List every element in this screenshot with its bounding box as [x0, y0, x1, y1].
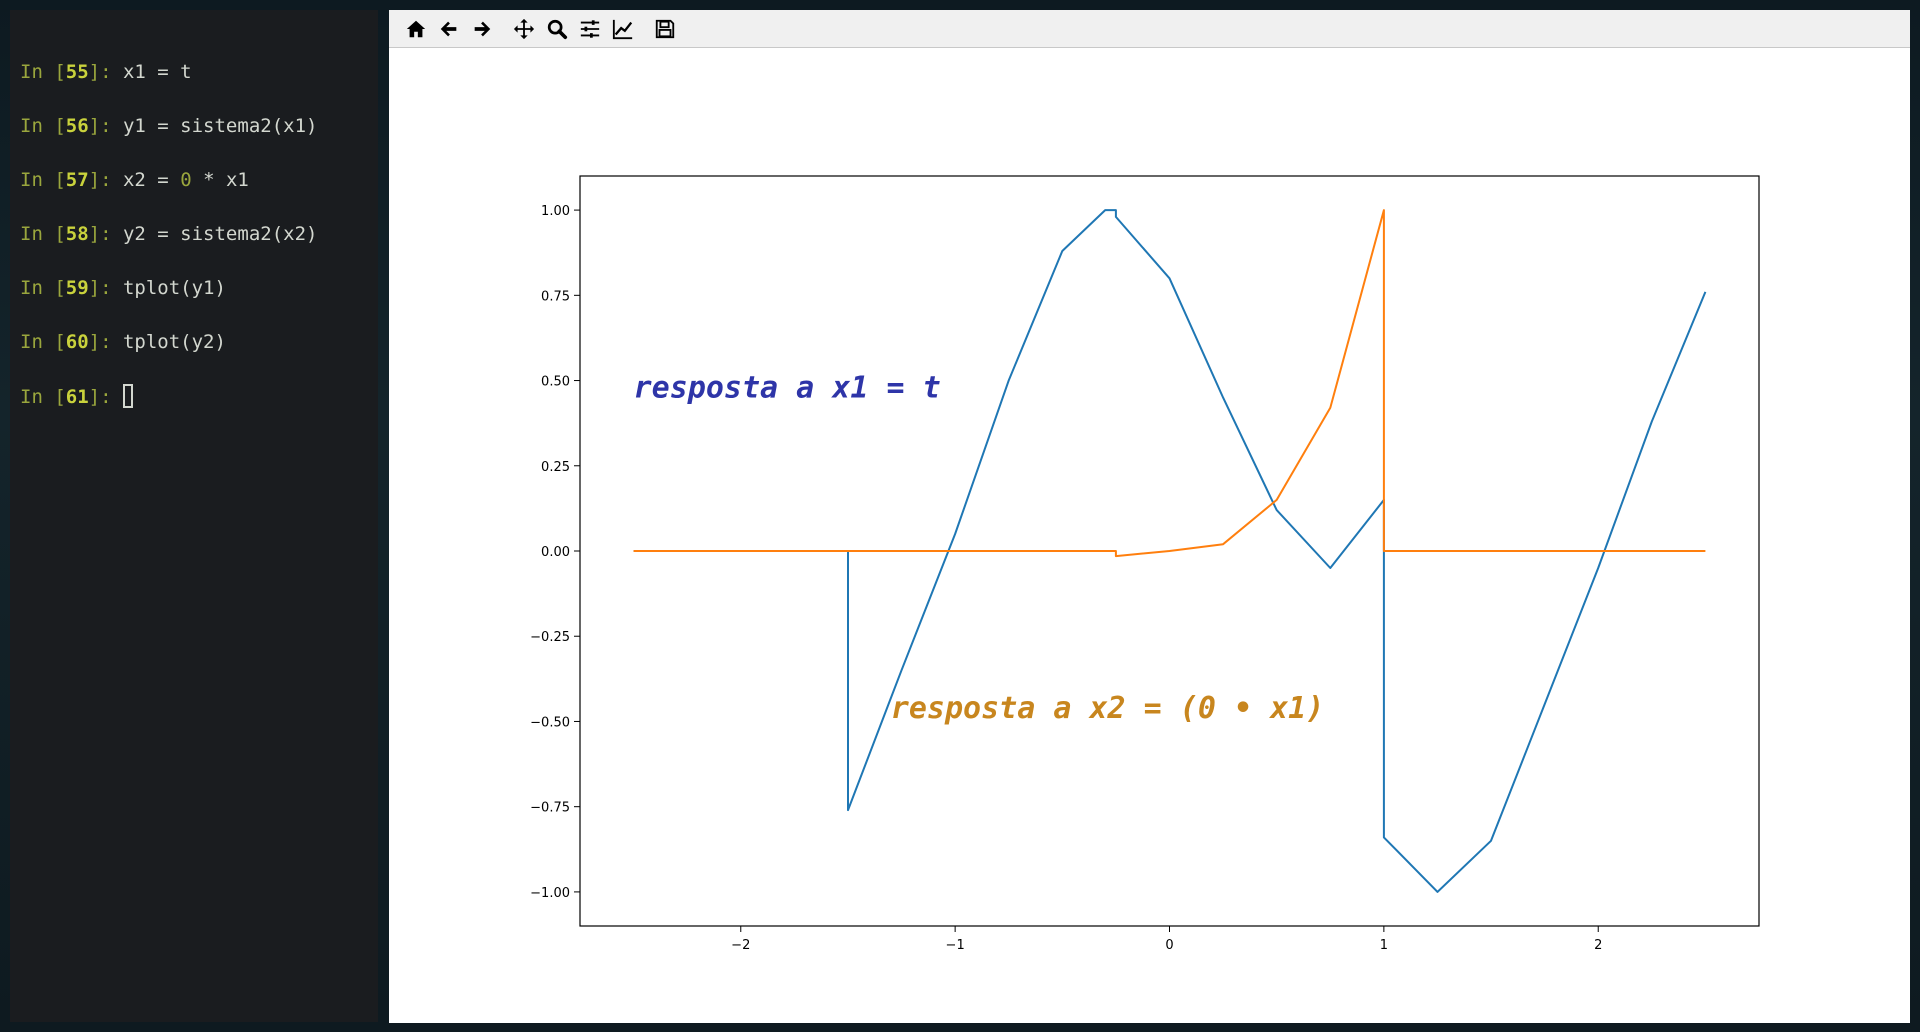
x-tick-label: 1 — [1380, 938, 1388, 953]
terminal-line: In [61]: — [10, 384, 378, 438]
code-number-literal: 0 — [180, 169, 192, 191]
plot-canvas[interactable]: −2 −1 0 1 2 1.00 0.75 0.50 0.25 0.00 −0.25 −0.50 −0.… — [389, 48, 1910, 1023]
forward-arrow-icon — [474, 21, 491, 37]
prompt-close: ]: — [88, 331, 123, 353]
code-text: * x1 — [191, 169, 249, 191]
y-tick-label: 0.75 — [541, 289, 570, 304]
prompt-number: 59 — [65, 277, 89, 299]
prompt-label: In [ — [20, 331, 66, 353]
annotation-1: resposta a x1 = t — [634, 371, 941, 406]
pan-icon — [513, 18, 535, 40]
matplotlib-figure-window: −2 −1 0 1 2 1.00 0.75 0.50 0.25 0.00 −0.25 −0.50 −0.… — [389, 10, 1910, 1023]
annotation-2: resposta a x2 = (0 • x1) — [891, 691, 1324, 726]
code-text: y1 = sistema2(x1) — [122, 115, 318, 137]
y-tick-label: −0.75 — [530, 801, 570, 816]
code-text: y2 = sistema2(x2) — [122, 223, 318, 245]
prompt-number: 55 — [65, 61, 89, 83]
prompt-number: 61 — [65, 386, 89, 408]
edit-axes-icon — [612, 19, 633, 40]
edit-axes-button[interactable] — [610, 16, 636, 42]
prompt-close: ]: — [88, 169, 123, 191]
prompt-close: ]: — [88, 223, 123, 245]
x-tick-label: −1 — [946, 938, 965, 953]
code-text: x2 = — [122, 169, 181, 191]
prompt-close: ]: — [88, 386, 123, 408]
save-button[interactable] — [652, 16, 678, 42]
prompt-close: ]: — [88, 277, 123, 299]
pan-button[interactable] — [511, 16, 537, 42]
back-arrow-icon — [440, 21, 457, 37]
series-line-2 — [633, 209, 1706, 558]
prompt-label: In [ — [20, 61, 66, 83]
prompt-number: 56 — [65, 115, 89, 137]
code-text: tplot(y2) — [122, 331, 226, 353]
prompt-label: In [ — [20, 223, 66, 245]
y-tick-label: −0.25 — [530, 630, 570, 645]
terminal-window[interactable]: In [55]: x1 = t In [56]: y1 = sistema2(x… — [10, 10, 378, 1022]
prompt-number: 58 — [65, 223, 89, 245]
series-line-1 — [633, 209, 1707, 893]
save-icon — [655, 19, 675, 39]
x-tick-label: 0 — [1165, 938, 1173, 953]
home-button[interactable] — [403, 16, 429, 42]
zoom-icon — [547, 19, 568, 40]
y-tick-label: −0.50 — [530, 715, 570, 730]
prompt-number: 60 — [65, 331, 89, 353]
prompt-number: 57 — [65, 169, 89, 191]
terminal-line: In [55]: x1 = t — [10, 60, 378, 114]
terminal-line: In [57]: x2 = 0 * x1 — [10, 168, 378, 222]
terminal-line: In [58]: y2 = sistema2(x2) — [10, 222, 378, 276]
prompt-close: ]: — [88, 115, 123, 137]
terminal-line: In [60]: tplot(y2) — [10, 330, 378, 384]
y-tick-label: 0.00 — [541, 545, 570, 560]
y-tick-label: 1.00 — [541, 204, 570, 219]
back-button[interactable] — [436, 16, 462, 42]
y-tick-label: 0.25 — [541, 460, 570, 475]
terminal-line: In [59]: tplot(y1) — [10, 276, 378, 330]
y-tick-label: −1.00 — [530, 886, 570, 901]
code-text: x1 = t — [122, 61, 192, 83]
zoom-button[interactable] — [544, 16, 570, 42]
prompt-label: In [ — [20, 115, 66, 137]
forward-button[interactable] — [469, 16, 495, 42]
subplots-config-icon — [580, 20, 600, 38]
navigation-toolbar — [389, 10, 1910, 48]
y-tick-label: 0.50 — [541, 375, 570, 390]
prompt-label: In [ — [20, 169, 66, 191]
code-text: tplot(y1) — [122, 277, 226, 299]
prompt-label: In [ — [20, 277, 66, 299]
prompt-label: In [ — [20, 386, 66, 408]
subplots-config-button[interactable] — [577, 16, 603, 42]
prompt-close: ]: — [88, 61, 123, 83]
home-icon — [406, 20, 426, 38]
text-cursor[interactable] — [122, 384, 133, 408]
x-tick-label: 2 — [1594, 938, 1602, 953]
terminal-line: In [56]: y1 = sistema2(x1) — [10, 114, 378, 168]
x-tick-label: −2 — [731, 938, 750, 953]
